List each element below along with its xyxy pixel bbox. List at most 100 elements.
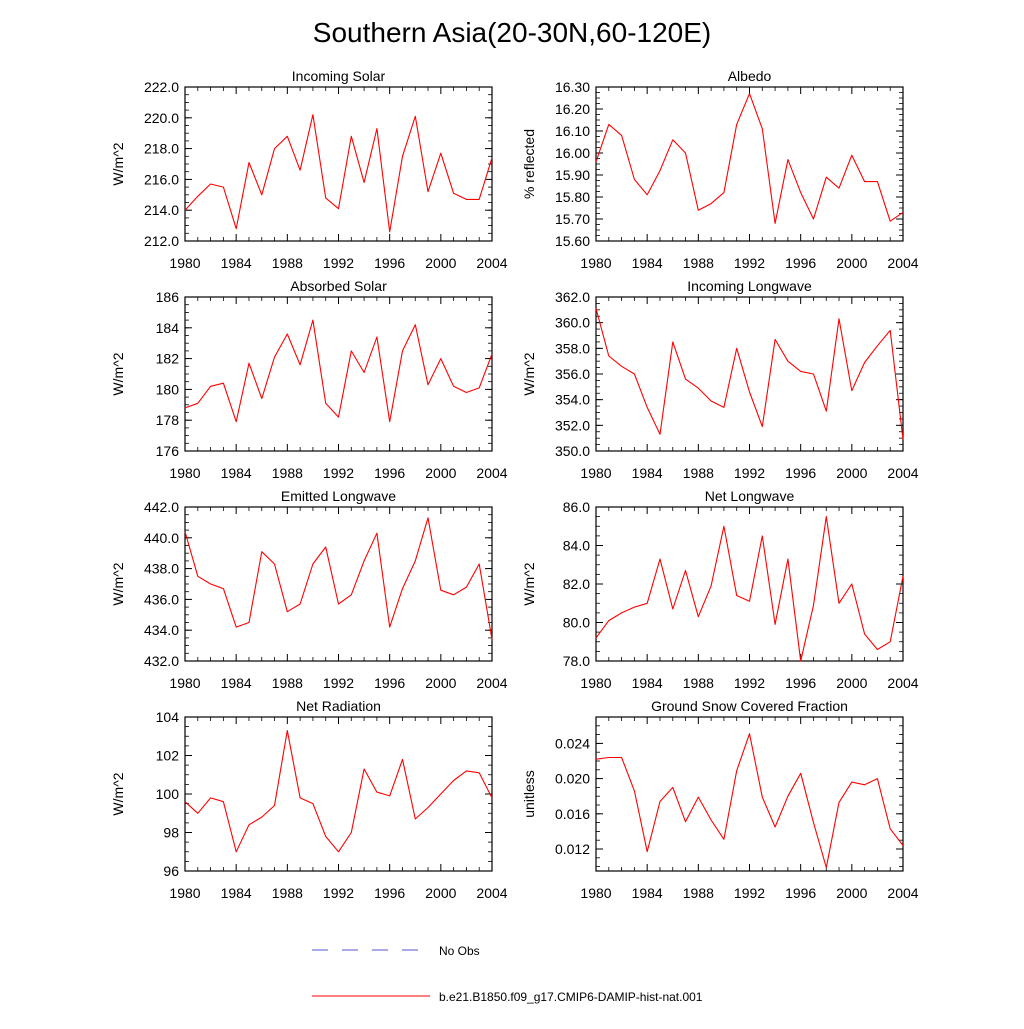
- panel-4-xtick-label: 1996: [785, 465, 816, 481]
- panel-4-ylabel: W/m^2: [521, 352, 537, 395]
- legend-model-label: b.e21.B1850.f09_g17.CMIP6-DAMIP-hist-nat…: [439, 990, 703, 1004]
- panel-8-ytick-label: 0.024: [555, 735, 590, 751]
- panel-7-xtick-label: 2000: [425, 885, 456, 901]
- panel-1-ytick-label: 216.0: [144, 171, 179, 187]
- panel-7-ylabel: W/m^2: [110, 772, 126, 815]
- panel-1-xtick-label: 2000: [425, 255, 456, 271]
- panel-8-xtick-label: 1984: [632, 885, 663, 901]
- panel-1-frame: [184, 86, 493, 242]
- panel-6-series-line: [595, 516, 904, 662]
- panel-6-ytick-label: 86.0: [563, 499, 590, 515]
- panel-6-ytick-label: 78.0: [563, 653, 590, 669]
- panel-7-xtick-label: 1984: [221, 885, 252, 901]
- panel-4-ytick-label: 358.0: [555, 340, 590, 356]
- panel-4-title: Incoming Longwave: [687, 278, 812, 294]
- panel-2-xtick-label: 2004: [887, 255, 918, 271]
- panel-7-xtick-label: 2004: [476, 885, 507, 901]
- panel-8-xtick-label: 2004: [887, 885, 918, 901]
- panel-3-series-line: [184, 319, 493, 423]
- panel-6-xtick-label: 1988: [683, 675, 714, 691]
- panel-8-xtick-label: 1992: [734, 885, 765, 901]
- panel-6-ytick-label: 80.0: [563, 615, 590, 631]
- panel-7-ytick-label: 98: [163, 825, 179, 841]
- panel-8-ytick-label: 0.012: [555, 841, 590, 857]
- panel-4-ytick-label: 360.0: [555, 315, 590, 331]
- figure-title: Southern Asia(20-30N,60-120E): [313, 17, 711, 48]
- panel-2-ytick-label: 15.70: [555, 211, 590, 227]
- panel-5-ytick-label: 434.0: [144, 622, 179, 638]
- panel-2-xtick-label: 1996: [785, 255, 816, 271]
- panel-6-title: Net Longwave: [705, 488, 795, 504]
- panel-5-ytick-label: 438.0: [144, 561, 179, 577]
- panel-3-xtick-label: 2004: [476, 465, 507, 481]
- panel-8-xtick-label: 1988: [683, 885, 714, 901]
- panel-4-ytick-label: 356.0: [555, 366, 590, 382]
- panel-2-ytick-label: 16.20: [555, 101, 590, 117]
- panel-3-ylabel: W/m^2: [110, 352, 126, 395]
- panel-2-xtick-label: 1992: [734, 255, 765, 271]
- panel-5-series-line: [184, 517, 493, 640]
- panel-3-ytick-label: 176: [156, 443, 180, 459]
- panel-4-ytick-label: 354.0: [555, 392, 590, 408]
- panel-3-frame: [184, 296, 493, 452]
- panel-5-ytick-label: 440.0: [144, 530, 179, 546]
- panel-4-ytick-label: 350.0: [555, 443, 590, 459]
- panel-3-xtick-label: 1980: [169, 465, 200, 481]
- panel-5-xtick-label: 1992: [323, 675, 354, 691]
- panel-7-xtick-label: 1980: [169, 885, 200, 901]
- panel-7-title: Net Radiation: [296, 698, 381, 714]
- panel-5-frame: [184, 506, 493, 662]
- panel-3-ytick-label: 180: [156, 381, 180, 397]
- panel-3-xtick-label: 1996: [374, 465, 405, 481]
- panel-1-title: Incoming Solar: [292, 68, 386, 84]
- panel-6-xtick-label: 1980: [580, 675, 611, 691]
- panel-7-frame: [184, 716, 493, 872]
- panel-7-ytick-label: 96: [163, 863, 179, 879]
- panel-5-ytick-label: 436.0: [144, 591, 179, 607]
- panel-4-xtick-label: 1984: [632, 465, 663, 481]
- panel-5-xtick-label: 2000: [425, 675, 456, 691]
- panel-8-ylabel: unitless: [521, 770, 537, 817]
- panel-3-xtick-label: 1988: [272, 465, 303, 481]
- panel-5-ytick-label: 432.0: [144, 653, 179, 669]
- panel-8-ytick-label: 0.020: [555, 771, 590, 787]
- panel-7-series-line: [184, 729, 493, 853]
- panel-3-ytick-label: 182: [156, 351, 180, 367]
- panel-1-xtick-label: 2004: [476, 255, 507, 271]
- panel-8-xtick-label: 2000: [836, 885, 867, 901]
- panel-3-ytick-label: 178: [156, 412, 180, 428]
- panel-5-xtick-label: 2004: [476, 675, 507, 691]
- panel-4-xtick-label: 2000: [836, 465, 867, 481]
- panel-1-series-line: [184, 114, 493, 233]
- panel-1-ytick-label: 222.0: [144, 79, 179, 95]
- panel-5-xtick-label: 1984: [221, 675, 252, 691]
- panel-2-title: Albedo: [728, 68, 772, 84]
- panel-4-xtick-label: 1980: [580, 465, 611, 481]
- panel-4-frame: [595, 296, 904, 452]
- panel-2-ytick-label: 15.80: [555, 189, 590, 205]
- panel-4-series-line: [595, 308, 904, 440]
- panel-2-xtick-label: 1980: [580, 255, 611, 271]
- panel-2-xtick-label: 1988: [683, 255, 714, 271]
- panel-1-xtick-label: 1996: [374, 255, 405, 271]
- panel-5-xtick-label: 1988: [272, 675, 303, 691]
- panel-1-ytick-label: 220.0: [144, 110, 179, 126]
- panel-5-title: Emitted Longwave: [281, 488, 396, 504]
- panel-4-xtick-label: 1992: [734, 465, 765, 481]
- panel-3-ytick-label: 186: [156, 289, 180, 305]
- panel-7-xtick-label: 1996: [374, 885, 405, 901]
- panel-8-xtick-label: 1980: [580, 885, 611, 901]
- panel-8-xtick-label: 1996: [785, 885, 816, 901]
- panel-2-ytick-label: 16.30: [555, 79, 590, 95]
- panel-1-ytick-label: 218.0: [144, 141, 179, 157]
- panel-3-title: Absorbed Solar: [290, 278, 387, 294]
- panel-6-xtick-label: 1996: [785, 675, 816, 691]
- legend-no-obs-label: No Obs: [439, 944, 480, 958]
- panel-8-series-line: [595, 733, 904, 869]
- panel-6-ytick-label: 82.0: [563, 576, 590, 592]
- panel-8-frame: [595, 716, 904, 872]
- panel-8-ytick-label: 0.016: [555, 806, 590, 822]
- panel-2-series-line: [595, 93, 904, 224]
